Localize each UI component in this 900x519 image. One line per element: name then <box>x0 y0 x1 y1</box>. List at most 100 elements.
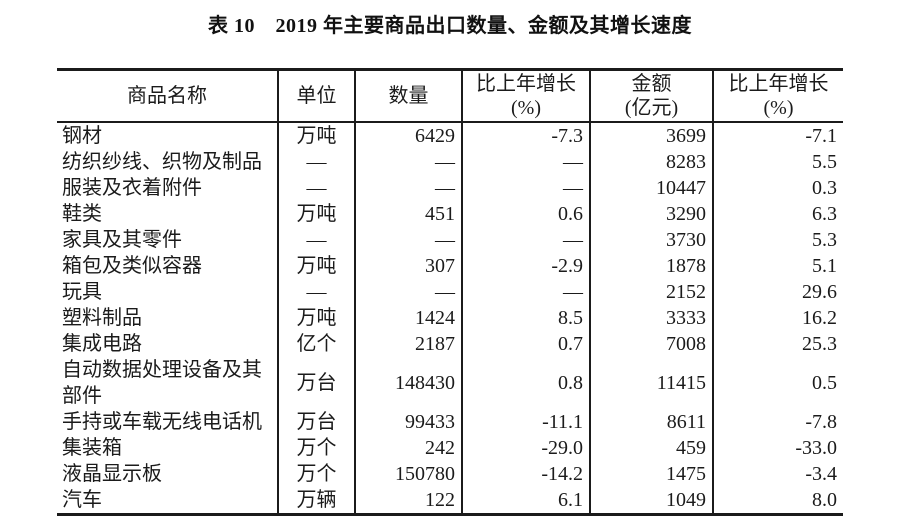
table-row: 集装箱 万个 242 -29.0 459 -33.0 <box>57 434 843 461</box>
cell-quantity: 307 <box>354 252 462 279</box>
cell-commodity-name: 集成电路 <box>62 332 142 355</box>
cell-commodity-name: 自动数据处理设备及其 部件 <box>62 358 262 407</box>
cell-commodity-name: 汽车 <box>62 488 102 511</box>
cell-value: 10447 <box>589 174 713 201</box>
cell-quantity: 99433 <box>354 408 462 435</box>
cell-quantity-growth: — <box>461 226 590 253</box>
cell-unit: — <box>277 174 355 201</box>
cell-quantity-growth: 6.1 <box>461 486 590 514</box>
cell-quantity-growth: -2.9 <box>461 252 590 279</box>
header-label: 单位 <box>296 84 337 107</box>
cell-quantity: 122 <box>354 486 462 514</box>
cell-quantity: — <box>354 278 462 305</box>
cell-quantity-growth: 8.5 <box>461 304 590 331</box>
cell-quantity: — <box>354 226 462 253</box>
cell-unit: 万个 <box>277 434 355 461</box>
header-commodity-name: 商品名称 <box>57 69 278 123</box>
cell-quantity: 451 <box>354 200 462 227</box>
header-sublabel: (亿元) <box>624 96 679 119</box>
cell-value-growth: 0.3 <box>712 174 843 201</box>
header-label: 金额 <box>631 72 672 95</box>
cell-quantity: 2187 <box>354 330 462 357</box>
cell-unit: 万台 <box>277 356 355 409</box>
table-row: 纺织纱线、织物及制品 — — —8283 5.5 <box>57 148 843 175</box>
header-unit: 单位 <box>277 69 355 123</box>
cell-value-growth: 29.6 <box>712 278 843 305</box>
cell-value: 8283 <box>589 148 713 175</box>
table-row: 自动数据处理设备及其 部件 万台 148430 0.8 11415 0.5 <box>57 356 843 409</box>
export-commodities-table: 商品名称 单位 数量 比上年增长 (%) 金额 (亿元) 比上年增长 <box>57 68 843 516</box>
cell-value: 3290 <box>589 200 713 227</box>
table-body: 钢材 万吨 6429 -7.3 3699 -7.1 纺织纱线、织物及制品 — — —8283 5.5… <box>57 121 843 514</box>
cell-value: 11415 <box>589 356 713 409</box>
header-quantity-growth: 比上年增长 (%) <box>461 69 590 123</box>
cell-quantity-growth: -7.3 <box>461 121 590 149</box>
cell-unit: 万吨 <box>277 304 355 331</box>
cell-value: 1049 <box>589 486 713 514</box>
table-row: 液晶显示板 万个 150780 -14.2 1475 -3.4 <box>57 460 843 487</box>
cell-commodity-name: 手持或车载无线电话机 <box>62 410 262 433</box>
header-value: 金额 (亿元) <box>589 69 713 123</box>
cell-quantity: 6429 <box>354 121 462 149</box>
cell-unit: 万吨 <box>277 200 355 227</box>
cell-value-growth: -7.8 <box>712 408 843 435</box>
cell-value: 459 <box>589 434 713 461</box>
table-title: 表 10 2019 年主要商品出口数量、金额及其增长速度 <box>208 15 692 37</box>
cell-value: 8611 <box>589 408 713 435</box>
header-label: 商品名称 <box>127 84 207 107</box>
cell-unit: 万台 <box>277 408 355 435</box>
cell-unit: — <box>277 278 355 305</box>
table-row: 塑料制品 万吨 1424 8.5 3333 16.2 <box>57 304 843 331</box>
cell-quantity: 1424 <box>354 304 462 331</box>
cell-value: 1475 <box>589 460 713 487</box>
table-row: 家具及其零件 — — —3730 5.3 <box>57 226 843 253</box>
cell-unit: 万个 <box>277 460 355 487</box>
cell-commodity-name: 玩具 <box>62 280 102 303</box>
cell-value-growth: 16.2 <box>712 304 843 331</box>
table-row: 手持或车载无线电话机 万台 99433 -11.1 8611 -7.8 <box>57 408 843 435</box>
table-row: 集成电路 亿个 2187 0.7 7008 25.3 <box>57 330 843 357</box>
cell-value-growth: 25.3 <box>712 330 843 357</box>
cell-quantity-growth: 0.6 <box>461 200 590 227</box>
cell-commodity-name: 纺织纱线、织物及制品 <box>62 150 262 173</box>
cell-commodity-name: 钢材 <box>62 124 102 147</box>
header-label: 数量 <box>388 84 429 107</box>
cell-quantity-growth: -11.1 <box>461 408 590 435</box>
cell-value-growth: -7.1 <box>712 121 843 149</box>
table-row: 箱包及类似容器 万吨 307 -2.9 1878 5.1 <box>57 252 843 279</box>
cell-quantity: 148430 <box>354 356 462 409</box>
cell-value-growth: 6.3 <box>712 200 843 227</box>
cell-value: 3730 <box>589 226 713 253</box>
cell-quantity-growth: -14.2 <box>461 460 590 487</box>
cell-value-growth: 5.5 <box>712 148 843 175</box>
cell-unit: — <box>277 226 355 253</box>
header-label: 比上年增长 <box>476 72 576 95</box>
table-header: 商品名称 单位 数量 比上年增长 (%) 金额 (亿元) 比上年增长 <box>57 69 843 123</box>
cell-value-growth: 0.5 <box>712 356 843 409</box>
cell-value: 3699 <box>589 121 713 149</box>
cell-unit: 亿个 <box>277 330 355 357</box>
cell-quantity: 150780 <box>354 460 462 487</box>
cell-commodity-name: 箱包及类似容器 <box>62 254 202 277</box>
header-quantity: 数量 <box>354 69 462 123</box>
cell-value: 7008 <box>589 330 713 357</box>
cell-quantity: — <box>354 174 462 201</box>
cell-unit: 万吨 <box>277 252 355 279</box>
cell-commodity-name: 液晶显示板 <box>62 462 162 485</box>
cell-quantity-growth: — <box>461 148 590 175</box>
cell-value: 2152 <box>589 278 713 305</box>
cell-value-growth: 8.0 <box>712 486 843 514</box>
cell-value-growth: -33.0 <box>712 434 843 461</box>
cell-quantity-growth: 0.7 <box>461 330 590 357</box>
cell-commodity-name: 鞋类 <box>62 202 102 225</box>
header-sublabel: (%) <box>763 96 794 119</box>
header-sublabel: (%) <box>511 96 541 119</box>
cell-value: 1878 <box>589 252 713 279</box>
header-label: 比上年增长 <box>728 72 829 95</box>
table-row: 鞋类 万吨 451 0.6 3290 6.3 <box>57 200 843 227</box>
cell-commodity-name: 塑料制品 <box>62 306 142 329</box>
cell-value-growth: 5.1 <box>712 252 843 279</box>
cell-quantity: 242 <box>354 434 462 461</box>
cell-quantity-growth: -29.0 <box>461 434 590 461</box>
